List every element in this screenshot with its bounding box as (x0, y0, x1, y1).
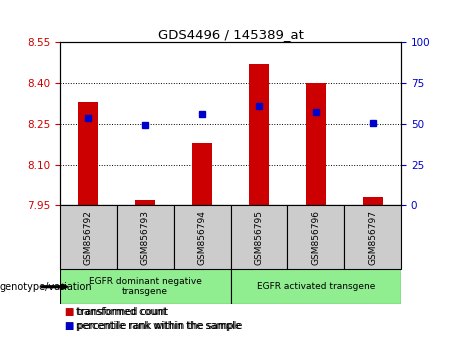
Text: percentile rank within the sample: percentile rank within the sample (76, 321, 241, 331)
Text: ■: ■ (65, 321, 74, 331)
Bar (287, 205, 344, 269)
Text: GSM856797: GSM856797 (368, 210, 377, 265)
Bar (117, 205, 174, 269)
Bar (230, 205, 287, 269)
Text: ■ transformed count: ■ transformed count (65, 307, 168, 316)
Bar (192, 143, 212, 205)
Bar (230, 269, 401, 304)
Text: EGFR dominant negative
transgene: EGFR dominant negative transgene (89, 277, 201, 296)
Bar (344, 205, 401, 269)
Text: GSM856796: GSM856796 (311, 210, 320, 265)
Bar (174, 205, 230, 269)
Bar (249, 64, 269, 205)
Bar (60, 269, 230, 304)
Bar (60, 205, 117, 269)
Text: transformed count: transformed count (76, 307, 167, 316)
Text: GSM856792: GSM856792 (84, 210, 93, 265)
Text: GSM856794: GSM856794 (198, 210, 207, 265)
Bar (363, 197, 383, 205)
Title: GDS4496 / 145389_at: GDS4496 / 145389_at (158, 28, 303, 41)
Text: ■ percentile rank within the sample: ■ percentile rank within the sample (65, 321, 242, 331)
Text: EGFR activated transgene: EGFR activated transgene (257, 282, 375, 291)
Bar (78, 102, 98, 205)
Text: GSM856793: GSM856793 (141, 210, 150, 265)
Text: ■: ■ (65, 307, 74, 316)
Text: genotype/variation: genotype/variation (0, 282, 93, 292)
Bar (306, 83, 326, 205)
Text: GSM856795: GSM856795 (254, 210, 263, 265)
Bar (135, 200, 155, 205)
